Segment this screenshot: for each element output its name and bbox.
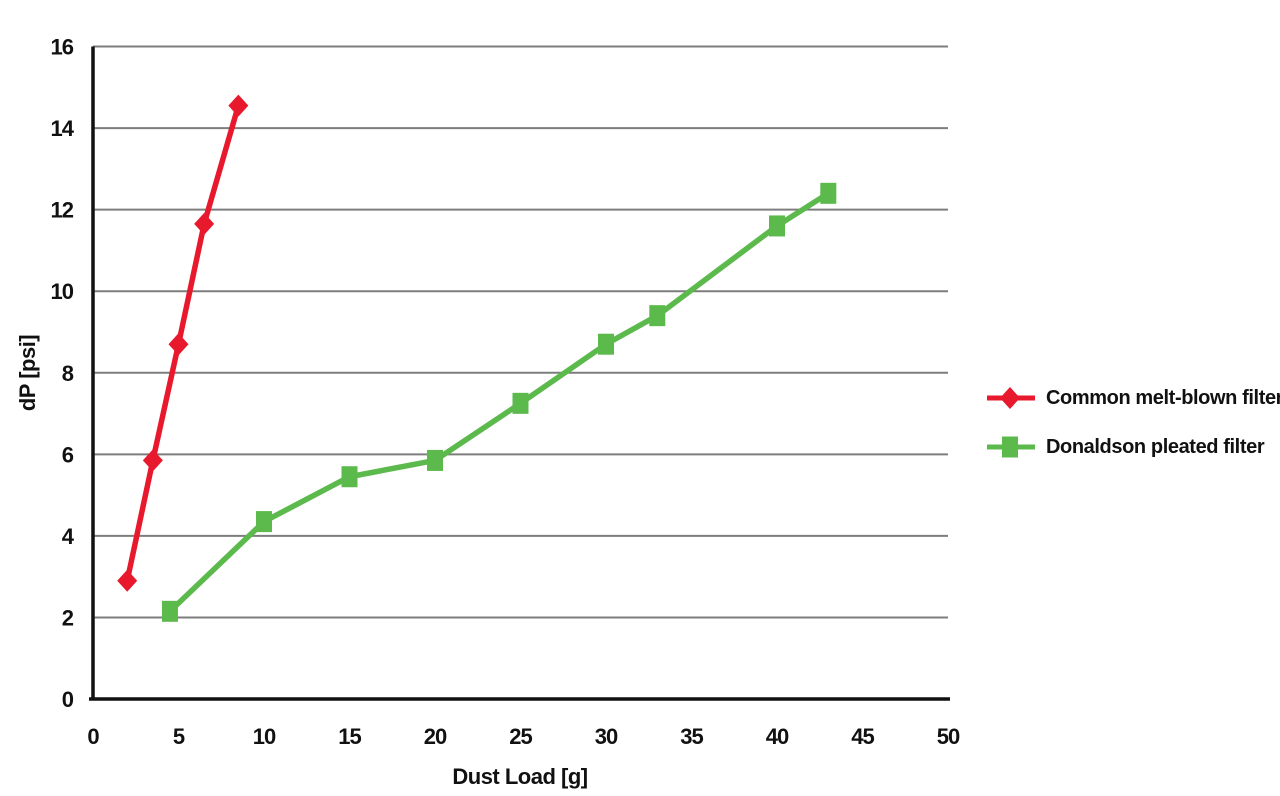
square-marker bbox=[649, 305, 666, 327]
x-tick-label: 50 bbox=[937, 724, 960, 749]
y-tick-label: 12 bbox=[51, 198, 74, 223]
x-tick-label: 5 bbox=[173, 724, 185, 749]
square-marker bbox=[427, 449, 443, 471]
legend-item-donaldson-pleated-filter: Donaldson pleated filter bbox=[985, 429, 1280, 465]
x-tick-label: 45 bbox=[851, 724, 874, 749]
y-axis-tick-labels: 0 2 4 6 8 10 12 14 16 bbox=[51, 35, 76, 713]
diamond-marker bbox=[228, 94, 249, 117]
diamond-marker bbox=[142, 449, 163, 472]
x-axis-tick-labels: 0 5 10 15 20 25 30 35 40 45 50 bbox=[87, 724, 961, 749]
y-tick-label: 8 bbox=[62, 361, 74, 386]
square-marker bbox=[341, 466, 358, 488]
gridlines bbox=[93, 45, 948, 619]
legend-label-common-melt-blown-filter: Common melt-blown filter bbox=[1046, 386, 1280, 409]
square-marker bbox=[512, 392, 529, 414]
x-tick-label: 35 bbox=[680, 724, 703, 749]
y-tick-label: 0 bbox=[62, 687, 74, 712]
square-marker bbox=[1002, 436, 1018, 458]
diamond-marker bbox=[1000, 387, 1020, 409]
legend-item-common-melt-blown-filter: Common melt-blown filter bbox=[985, 380, 1280, 416]
square-marker bbox=[820, 182, 837, 204]
diamond-marker bbox=[168, 333, 189, 356]
series-0 bbox=[117, 94, 249, 592]
y-tick-label: 10 bbox=[51, 279, 74, 304]
x-tick-label: 25 bbox=[509, 724, 532, 749]
y-tick-label: 4 bbox=[62, 524, 75, 549]
legend: Common melt-blown filter Donaldson pleat… bbox=[985, 380, 1280, 478]
x-tick-label: 15 bbox=[338, 724, 361, 749]
legend-label-donaldson-pleated-filter: Donaldson pleated filter bbox=[1046, 435, 1265, 458]
y-axis-title: dP [psi] bbox=[15, 334, 40, 412]
x-tick-label: 10 bbox=[253, 724, 276, 749]
series-line bbox=[167, 190, 832, 615]
series-1 bbox=[161, 182, 837, 622]
diamond-marker bbox=[117, 569, 138, 592]
green-square-legend-marker-icon bbox=[987, 436, 1035, 458]
axes bbox=[89, 46, 950, 701]
x-tick-label: 20 bbox=[424, 724, 447, 749]
square-marker bbox=[598, 333, 614, 355]
square-marker bbox=[769, 215, 785, 237]
y-tick-label: 2 bbox=[62, 605, 74, 630]
x-tick-label: 40 bbox=[766, 724, 789, 749]
red-diamond-legend-marker-icon bbox=[987, 387, 1035, 409]
y-tick-label: 6 bbox=[62, 442, 74, 467]
y-tick-label: 16 bbox=[51, 35, 74, 60]
square-marker bbox=[256, 511, 272, 533]
x-tick-label: 0 bbox=[87, 724, 99, 749]
diamond-marker bbox=[194, 212, 215, 235]
x-axis-title: Dust Load [g] bbox=[452, 764, 588, 789]
square-marker bbox=[161, 600, 178, 622]
y-tick-label: 14 bbox=[51, 116, 75, 141]
x-tick-label: 30 bbox=[595, 724, 618, 749]
